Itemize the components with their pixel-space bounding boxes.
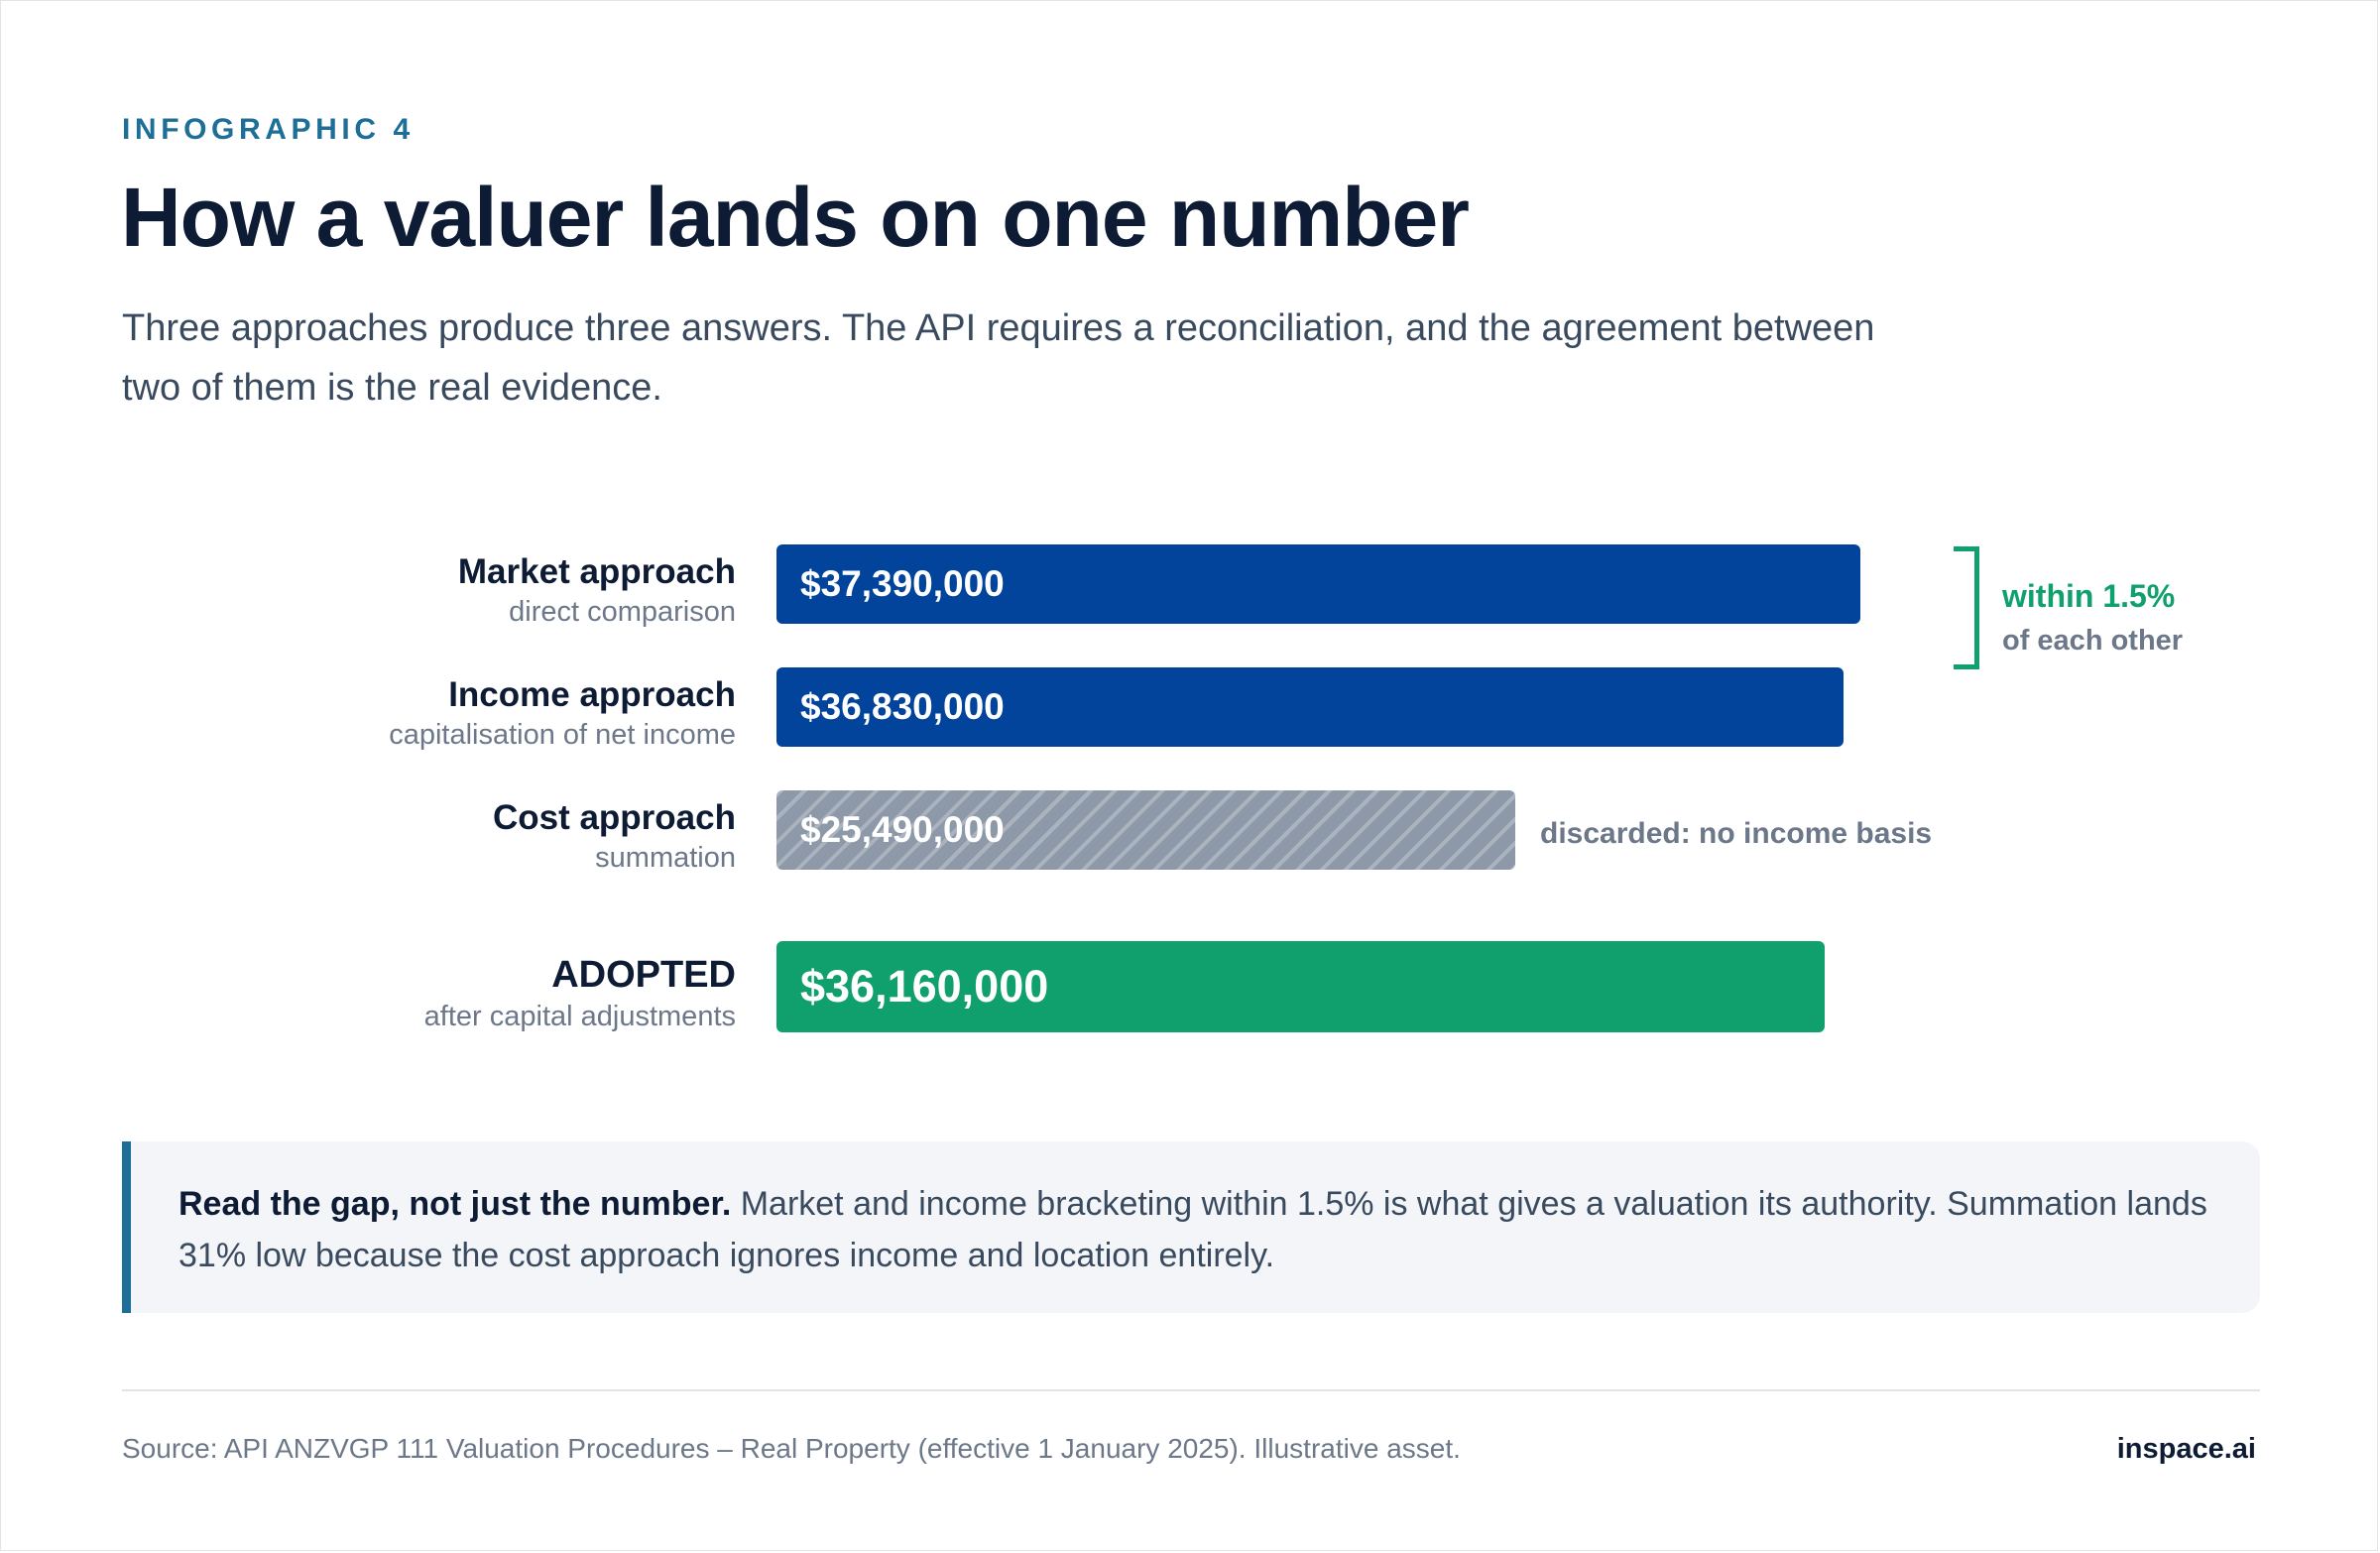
bar-income: $36,830,000 bbox=[776, 667, 1844, 747]
callout-body: Market and income bracketing within 1.5%… bbox=[178, 1185, 2207, 1274]
category-name: Income approach bbox=[448, 675, 736, 714]
insight-callout: Read the gap, not just the number. Marke… bbox=[122, 1141, 2260, 1313]
row-label-market: Market approach direct comparison bbox=[458, 554, 736, 627]
eyebrow-label: INFOGRAPHIC 4 bbox=[122, 113, 415, 146]
footer-divider bbox=[122, 1389, 2260, 1391]
brand-link[interactable]: inspace.ai bbox=[2116, 1433, 2256, 1465]
bar-value-label: $36,830,000 bbox=[800, 686, 1005, 727]
bracket-label-primary: within 1.5% bbox=[2002, 578, 2176, 614]
category-name: Cost approach bbox=[492, 798, 736, 837]
category-name: Market approach bbox=[457, 552, 736, 591]
bar-cost: $25,490,000 bbox=[776, 790, 1515, 870]
page-subtitle: Three approaches produce three answers. … bbox=[122, 307, 1875, 409]
discarded-note: discarded: no income basis bbox=[1540, 817, 1933, 850]
bar-value-label: $25,490,000 bbox=[800, 809, 1005, 850]
bar-value-label: $36,160,000 bbox=[800, 961, 1049, 1012]
row-label-cost: Cost approach summation bbox=[493, 800, 736, 873]
row-label-adopted: ADOPTED after capital adjustments bbox=[424, 956, 736, 1031]
category-description: direct comparison bbox=[509, 596, 736, 628]
source-note: Source: API ANZVGP 111 Valuation Procedu… bbox=[122, 1433, 1461, 1464]
agreement-bracket bbox=[1954, 546, 1979, 669]
category-description: summation bbox=[595, 842, 736, 874]
bracket-label-secondary: of each other bbox=[2002, 625, 2184, 657]
callout-lead: Read the gap, not just the number. bbox=[178, 1185, 732, 1223]
page-title: How a valuer lands on one number bbox=[121, 171, 1470, 264]
bar-adopted: $36,160,000 bbox=[776, 941, 1825, 1032]
category-description: after capital adjustments bbox=[423, 1001, 736, 1032]
category-description: capitalisation of net income bbox=[389, 719, 736, 751]
bar-value-label: $37,390,000 bbox=[800, 563, 1005, 604]
category-name: ADOPTED bbox=[551, 954, 736, 996]
row-label-income: Income approach capitalisation of net in… bbox=[389, 677, 736, 750]
bar-market: $37,390,000 bbox=[776, 544, 1860, 624]
